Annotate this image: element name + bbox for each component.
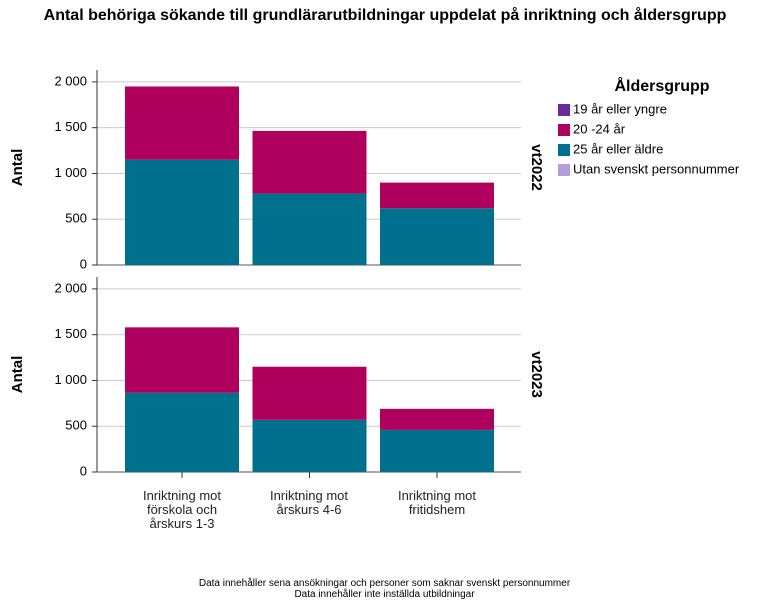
y-tick-label: 0 — [80, 256, 87, 271]
bar-segment — [125, 327, 239, 393]
legend-swatch — [558, 104, 570, 116]
y-tick-label: 1 000 — [54, 372, 87, 387]
bar-segment — [252, 130, 367, 194]
panel-label: vt2023 — [528, 351, 545, 398]
y-tick-label: 2 000 — [54, 280, 87, 295]
y-tick-label: 1 500 — [54, 119, 87, 134]
y-tick-label: 500 — [65, 418, 87, 433]
x-tick-label: Inriktning mot fritidshem — [397, 488, 477, 517]
footnote: Data innehåller sena ansökningar och per… — [198, 578, 571, 589]
bar-segment — [380, 429, 494, 472]
bar-segment — [252, 419, 367, 472]
bar-segment — [380, 408, 494, 430]
legend-swatch — [558, 144, 570, 156]
y-tick-label: 500 — [65, 211, 87, 226]
y-tick-label: 2 000 — [54, 73, 87, 88]
y-axis-label: Antal — [9, 149, 26, 187]
legend-label: Utan svenskt personnummer — [573, 161, 740, 176]
chart-title: Antal behöriga sökande till grundlärarut… — [43, 7, 727, 24]
legend-swatch — [558, 164, 570, 176]
bar-segment — [125, 392, 239, 472]
x-tick-label: Inriktning mot förskola och årskurs 1-3 — [142, 488, 222, 531]
bar-segment — [252, 193, 367, 265]
panel-label: vt2022 — [528, 144, 545, 191]
y-tick-label: 1 000 — [54, 165, 87, 180]
legend-title: Åldersgrupp — [614, 76, 709, 95]
legend-label: 19 år eller yngre — [573, 101, 667, 116]
bar-segment — [125, 159, 239, 265]
bar-segment — [252, 366, 367, 420]
legend-label: 25 år eller äldre — [573, 141, 663, 156]
footnote: Data innehåller inte inställda utbildnin… — [294, 589, 475, 600]
legend-swatch — [558, 124, 570, 136]
y-tick-label: 1 500 — [54, 326, 87, 341]
legend-label: 20 -24 år — [573, 121, 626, 136]
bar-segment — [380, 182, 494, 209]
y-tick-label: 0 — [80, 463, 87, 478]
bar-segment — [125, 86, 239, 160]
y-axis-label: Antal — [9, 356, 26, 394]
bar-segment — [380, 208, 494, 265]
x-tick-label: Inriktning mot årskurs 4-6 — [269, 488, 349, 517]
